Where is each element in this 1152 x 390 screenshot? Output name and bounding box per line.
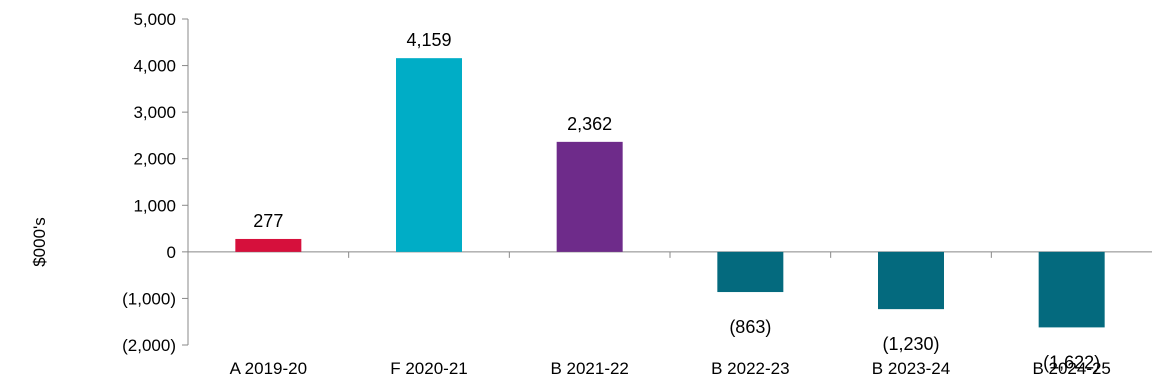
data-label: 2,362 (567, 114, 612, 134)
y-axis: 5,000 4,000 3,000 2,000 1,000 0 (1,000) (2,000) (122, 10, 189, 355)
bar (396, 58, 462, 252)
bar (1038, 251, 1105, 328)
x-category-label: B 2021-22 (550, 359, 628, 378)
data-label: 277 (253, 211, 283, 231)
y-tick-label: 0 (167, 243, 176, 262)
x-category-label: B 2024-25 (1032, 359, 1110, 378)
y-axis-title: $000's (30, 217, 49, 267)
y-tick-label: 1,000 (133, 196, 176, 215)
y-tick-label: (2,000) (122, 336, 176, 355)
y-tick-label: 3,000 (133, 103, 176, 122)
y-tick-label: 2,000 (133, 150, 176, 169)
x-category-label: B 2022-23 (711, 359, 789, 378)
y-tick-label: 4,000 (133, 57, 176, 76)
data-label: (863) (729, 317, 771, 337)
y-tick-label: (1,000) (122, 289, 176, 308)
bar (878, 251, 944, 310)
x-category-label: A 2019-20 (230, 359, 308, 378)
data-label: (1,622) (1043, 352, 1100, 372)
data-label: (1,230) (882, 334, 939, 354)
x-category-label: B 2023-24 (872, 359, 950, 378)
bar (717, 251, 784, 293)
data-labels: 277 4,159 2,362 (863) (1,230) (1,622) (253, 30, 1100, 372)
bar (235, 238, 302, 252)
data-label: 4,159 (406, 30, 451, 50)
x-category-label: F 2020-21 (390, 359, 468, 378)
bar (556, 141, 623, 252)
bars (235, 58, 1105, 328)
y-tick-label: 5,000 (133, 10, 176, 29)
x-axis: A 2019-20 F 2020-21 B 2021-22 B 2022-23 B 20… (188, 251, 1152, 378)
